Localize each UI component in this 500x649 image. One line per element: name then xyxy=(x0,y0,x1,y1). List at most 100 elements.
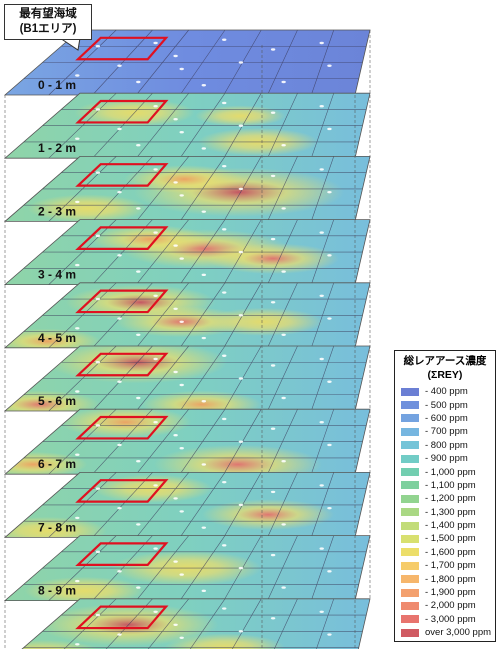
legend-item: - 600 ppm xyxy=(401,412,495,425)
b1-area-box xyxy=(75,289,169,314)
sample-point xyxy=(222,291,227,294)
sample-point xyxy=(222,101,227,105)
sample-point xyxy=(173,434,178,437)
legend-item: - 1,500 ppm xyxy=(401,532,495,545)
sample-point xyxy=(173,54,178,58)
legend-label: - 1,100 ppm xyxy=(425,479,476,491)
legend-swatch xyxy=(401,548,419,557)
sample-point xyxy=(75,643,80,646)
sample-point xyxy=(270,364,276,367)
concentration-hotspot xyxy=(206,243,339,274)
legend-item: - 500 ppm xyxy=(401,398,495,411)
concentration-hotspot xyxy=(27,194,148,222)
depth-layer: 8 - 9 m xyxy=(3,535,371,601)
sample-point xyxy=(179,194,184,197)
legend-title: 総レアアース濃度 xyxy=(403,355,487,367)
sample-point xyxy=(222,38,227,41)
sample-point xyxy=(238,187,244,191)
sample-point xyxy=(270,111,276,114)
sample-point xyxy=(75,579,80,583)
sample-point xyxy=(117,254,122,257)
sample-point xyxy=(327,317,332,320)
callout-line1: 最有望海域 xyxy=(19,8,77,20)
sample-point xyxy=(281,80,286,84)
layer-depth-label: 6 - 7 m xyxy=(38,457,76,471)
depth-layer: 9 - 10 m xyxy=(5,598,371,649)
legend-label: - 900 ppm xyxy=(425,453,468,465)
sample-point xyxy=(327,380,332,383)
legend-label: - 1,200 ppm xyxy=(425,493,476,505)
concentration-hotspot xyxy=(24,576,145,601)
sample-point xyxy=(179,510,184,513)
sample-point xyxy=(222,228,227,231)
sample-point xyxy=(75,200,80,204)
sample-point xyxy=(179,131,184,134)
sample-point xyxy=(153,168,158,171)
legend-swatch xyxy=(401,494,419,503)
sample-point xyxy=(179,573,184,576)
legend-swatch xyxy=(401,427,419,436)
sample-point xyxy=(117,443,122,447)
legend-label: - 2,000 ppm xyxy=(425,600,476,612)
layer-depth-label: 5 - 6 m xyxy=(38,394,76,408)
sample-point xyxy=(95,297,101,301)
sample-point xyxy=(173,497,178,500)
sample-point xyxy=(153,231,158,234)
sample-point xyxy=(222,354,227,357)
concentration-legend: 総レアアース濃度 (ΣREY) - 400 ppm - 500 ppm - 600 … xyxy=(394,350,496,642)
b1-area-callout: 最有望海域 (B1エリア) xyxy=(4,4,92,40)
sample-point xyxy=(179,257,184,260)
depth-layer: 2 - 3 m xyxy=(3,155,371,222)
legend-swatch xyxy=(401,441,419,450)
callout-line2: (B1エリア) xyxy=(19,23,77,35)
sample-point xyxy=(270,174,276,178)
sample-point xyxy=(222,164,227,168)
b1-area-box xyxy=(75,226,169,250)
legend-swatch xyxy=(401,561,419,570)
legend-swatch xyxy=(401,401,419,410)
sample-point xyxy=(173,370,178,374)
legend-swatch xyxy=(401,508,419,517)
b1-area-box xyxy=(75,605,169,630)
legend-item: - 800 ppm xyxy=(401,439,495,452)
legend-label: - 1,900 ppm xyxy=(425,587,476,599)
legend-label: - 1,000 ppm xyxy=(425,466,476,478)
sample-point xyxy=(136,523,141,526)
b1-area-box xyxy=(75,479,169,503)
sample-point xyxy=(281,586,286,589)
concentration-hotspot xyxy=(89,225,210,254)
sample-point xyxy=(95,613,101,617)
legend-item: - 1,700 ppm xyxy=(401,559,495,572)
sample-point xyxy=(153,610,158,613)
layer-depth-label: 4 - 5 m xyxy=(38,331,76,345)
layer-depth-label: 0 - 1 m xyxy=(38,78,76,92)
sample-point xyxy=(136,80,141,84)
legend-label: - 1,300 ppm xyxy=(425,506,476,518)
legend-item: - 1,600 ppm xyxy=(401,546,495,559)
sample-point xyxy=(238,61,244,64)
legend-swatch xyxy=(401,575,419,584)
legend-swatch xyxy=(401,601,419,610)
sample-point xyxy=(117,190,122,194)
legend-swatch xyxy=(401,588,419,597)
legend-item: - 3,000 ppm xyxy=(401,613,495,626)
sample-point xyxy=(136,586,141,589)
sample-point xyxy=(153,41,158,45)
b1-area-box xyxy=(75,542,169,566)
sample-point xyxy=(153,421,158,424)
b1-area-box xyxy=(75,36,169,61)
sample-point xyxy=(136,207,141,210)
depth-layer: 7 - 8 m xyxy=(3,471,371,538)
sample-point xyxy=(201,273,206,277)
sample-point xyxy=(95,45,101,48)
sample-point xyxy=(75,137,80,140)
sample-point xyxy=(281,460,286,463)
sample-point xyxy=(238,124,244,127)
sample-point xyxy=(222,417,227,421)
sample-point xyxy=(179,447,184,450)
layer-depth-label: 9 - 10 m xyxy=(38,647,83,649)
sample-point xyxy=(270,427,276,430)
layer-depth-label: 8 - 9 m xyxy=(38,584,76,598)
b1-area-box xyxy=(75,352,169,377)
legend-label: - 1,400 ppm xyxy=(425,520,476,532)
